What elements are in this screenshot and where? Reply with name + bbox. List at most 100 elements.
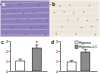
image-texture <box>9 5 10 6</box>
y-tick-mark <box>59 41 61 42</box>
y-tick-label: 0 <box>6 70 8 74</box>
image-texture <box>1 18 50 20</box>
legend: HypoxiaHypoxia+LC <box>75 41 98 50</box>
legend-label: Hypoxia <box>79 41 91 45</box>
y-tick: 3 <box>6 40 10 44</box>
image-texture <box>51 2 100 4</box>
error-bar <box>70 61 74 63</box>
y-axis-line <box>60 42 61 72</box>
y-tick: 3 <box>56 40 60 44</box>
image-texture <box>61 26 62 27</box>
y-tick: 2 <box>56 50 60 54</box>
image-texture <box>51 23 100 25</box>
y-tick-mark <box>9 61 11 62</box>
y-tick-label: 0 <box>56 70 58 74</box>
image-texture <box>83 12 84 13</box>
y-tick: 1 <box>56 60 60 64</box>
y-tick: 2 <box>6 50 10 54</box>
y-tick-mark <box>59 51 61 52</box>
x-axis <box>61 71 98 73</box>
image-texture <box>1 2 50 4</box>
image-texture <box>39 5 40 6</box>
y-tick-label: 1 <box>6 60 8 64</box>
error-bar <box>18 59 22 61</box>
image-texture <box>11 26 12 27</box>
y-tick-mark <box>59 61 61 62</box>
image-texture <box>1 34 50 36</box>
image-background <box>1 1 50 37</box>
image-texture <box>51 34 100 36</box>
y-axis: 0 1 2 3 <box>6 40 10 74</box>
y-tick-label: 3 <box>56 40 58 44</box>
image-texture <box>97 19 98 20</box>
image-texture <box>47 19 48 20</box>
marks <box>67 50 90 72</box>
image-texture <box>1 13 50 14</box>
x-axis-line <box>11 71 48 72</box>
image-texture <box>45 34 46 35</box>
image-texture <box>91 26 92 27</box>
bar <box>81 52 90 71</box>
panel-label: b <box>52 1 55 7</box>
image-texture <box>51 29 100 30</box>
image-texture <box>14 11 15 12</box>
legend-swatch <box>75 41 78 44</box>
image-texture <box>67 19 68 20</box>
y-tick-label: 2 <box>56 50 58 54</box>
plot: 0 1 2 3 * <box>6 40 47 74</box>
figure: ab c 0 1 2 3 * d 0 1 2 3 HypoxiaHypoxia+LC <box>0 0 100 74</box>
image-panel: b <box>50 1 100 37</box>
legend-label: Hypoxia+LC <box>79 45 98 49</box>
image-texture <box>17 19 18 20</box>
marks <box>16 45 41 71</box>
plot: 0 1 2 3 HypoxiaHypoxia+LC <box>56 40 98 74</box>
image-texture <box>41 26 42 27</box>
chart: c 0 1 2 3 * <box>1 39 48 74</box>
image-panel: a <box>0 1 50 37</box>
y-tick: 1 <box>6 60 10 64</box>
y-tick: 0 <box>6 70 10 74</box>
image-texture <box>37 20 38 21</box>
image-texture <box>89 5 90 6</box>
image-texture <box>69 4 70 5</box>
y-tick-mark <box>9 41 11 42</box>
image-texture <box>19 4 20 5</box>
image-texture <box>73 13 74 14</box>
image-texture <box>25 34 26 35</box>
y-axis: 0 1 2 3 <box>56 40 60 74</box>
image-texture <box>75 34 76 35</box>
legend-swatch <box>75 46 78 49</box>
image-texture <box>27 18 28 19</box>
bar <box>67 62 76 71</box>
image-texture <box>1 7 50 9</box>
x-axis-line <box>61 71 98 72</box>
image-texture <box>51 13 100 14</box>
image-texture <box>3 12 4 13</box>
image-texture <box>77 18 78 19</box>
image-texture <box>54 12 55 13</box>
image-texture <box>87 20 88 21</box>
y-tick-label: 2 <box>6 50 8 54</box>
image-texture <box>59 5 60 6</box>
image-texture <box>56 33 57 34</box>
bar <box>16 61 25 71</box>
y-axis-line <box>10 42 11 72</box>
bar <box>32 48 41 71</box>
image-texture <box>50 4 51 5</box>
chart: d 0 1 2 3 HypoxiaHypoxia+LC <box>51 39 98 74</box>
y-tick-mark <box>9 71 11 72</box>
image-texture <box>6 33 7 34</box>
panel-label: c <box>1 39 4 45</box>
annotation: * <box>36 40 38 46</box>
image-texture <box>64 11 65 12</box>
image-texture <box>81 27 82 28</box>
y-tick-mark <box>59 71 61 72</box>
image-texture <box>1 29 50 30</box>
image-texture <box>95 34 96 35</box>
y-tick-mark <box>9 51 11 52</box>
panel-label: d <box>51 39 54 45</box>
image-texture <box>33 12 34 13</box>
y-tick: 0 <box>56 70 60 74</box>
image-texture <box>31 27 32 28</box>
image-texture <box>23 13 24 14</box>
